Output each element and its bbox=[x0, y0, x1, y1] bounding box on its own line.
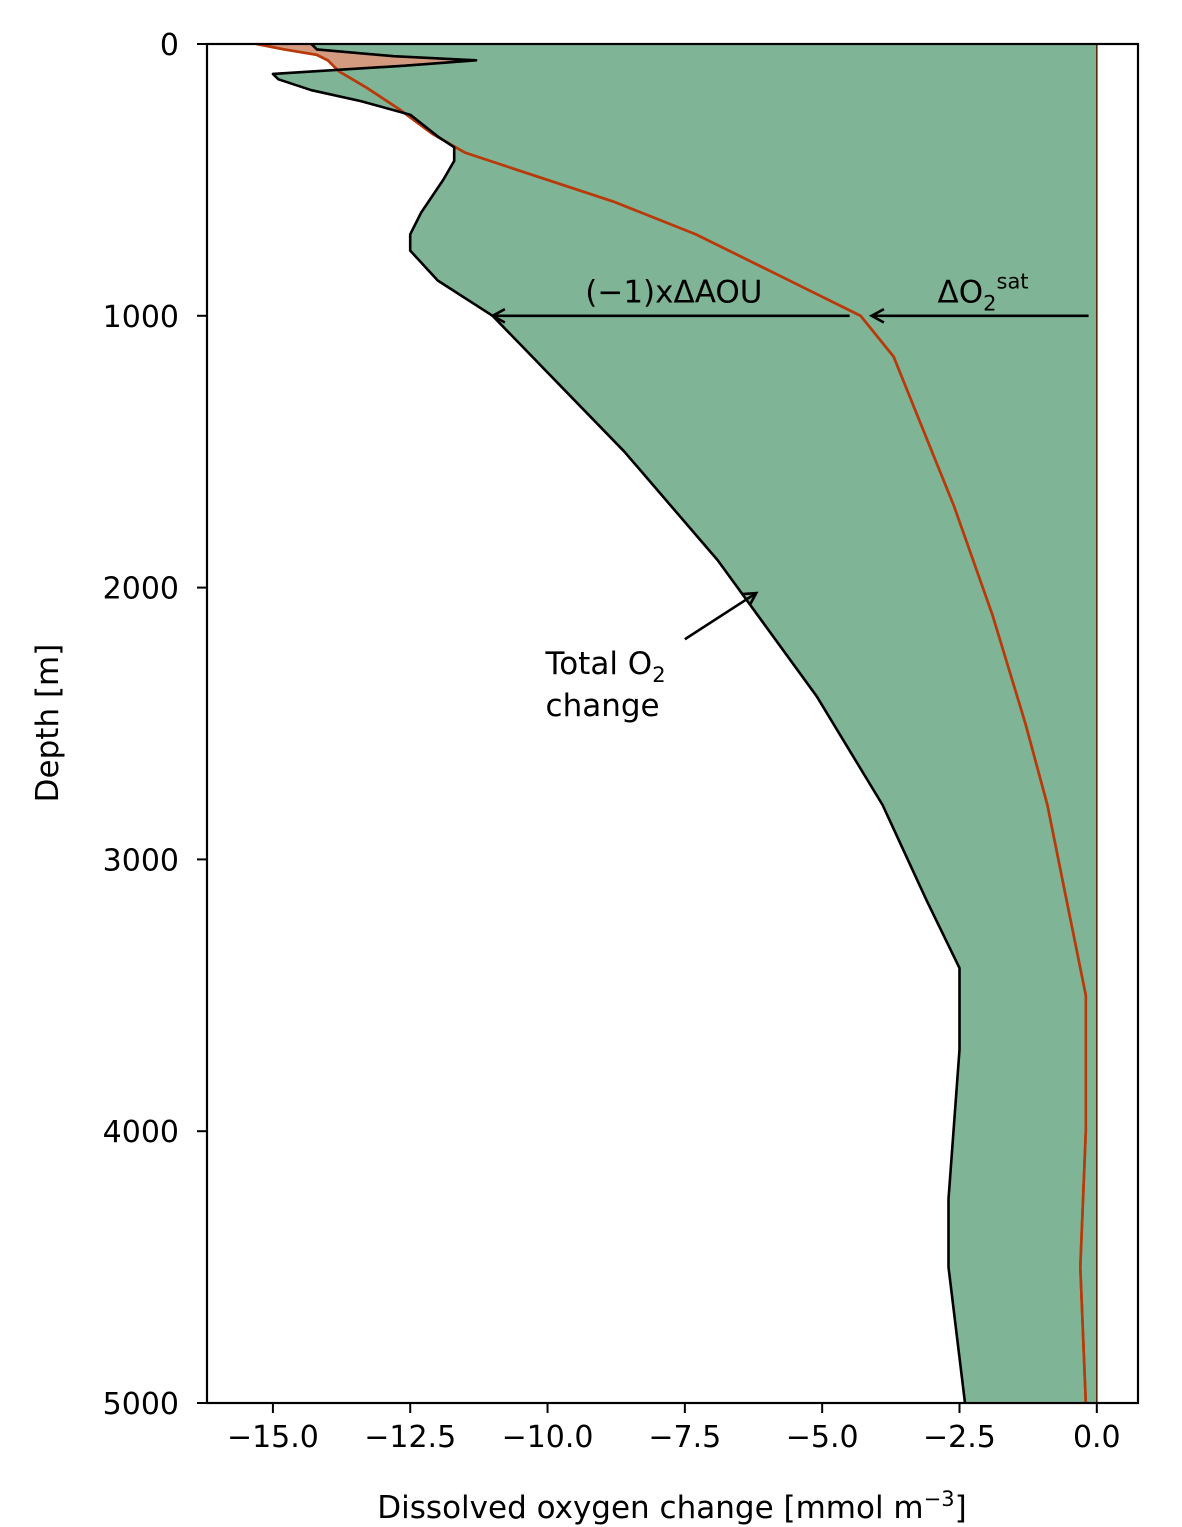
x-tick-label: −7.5 bbox=[648, 1420, 721, 1455]
total-label-line1: Total O2 bbox=[545, 646, 666, 687]
aou-label: (−1)xΔAOU bbox=[585, 275, 762, 311]
x-tick-label: −2.5 bbox=[923, 1420, 996, 1455]
o2sat-label: ΔO2sat bbox=[938, 270, 1029, 316]
total-label-line2: change bbox=[546, 688, 660, 724]
y-tick-label: 1000 bbox=[103, 300, 179, 335]
x-tick-label: −5.0 bbox=[786, 1420, 859, 1455]
series-line-1 bbox=[271, 44, 967, 1403]
series-line-0 bbox=[256, 44, 1088, 1403]
x-tick-label: −12.5 bbox=[364, 1420, 456, 1455]
y-tick-label: 4000 bbox=[103, 1115, 179, 1150]
total-arrow-head bbox=[742, 591, 759, 606]
total-arrow bbox=[684, 591, 757, 641]
series-fill-1 bbox=[272, 44, 1097, 1403]
x-tick-label: −10.0 bbox=[502, 1420, 594, 1455]
y-tick-label: 2000 bbox=[103, 572, 179, 607]
o2sat-arrow-head bbox=[868, 307, 885, 324]
x-tick-label: −15.0 bbox=[227, 1420, 319, 1455]
y-tick-label: 5000 bbox=[103, 1387, 179, 1422]
plot-frame bbox=[205, 42, 1140, 1405]
y-axis-label: Depth [m] bbox=[30, 644, 66, 803]
x-axis-label: Dissolved oxygen change [mmol m−3] bbox=[377, 1487, 966, 1526]
x-tick-label: 0.0 bbox=[1073, 1420, 1121, 1455]
y-tick-label: 3000 bbox=[103, 843, 179, 878]
y-tick-label: 0 bbox=[160, 28, 179, 63]
aou-arrow-head bbox=[489, 307, 506, 324]
